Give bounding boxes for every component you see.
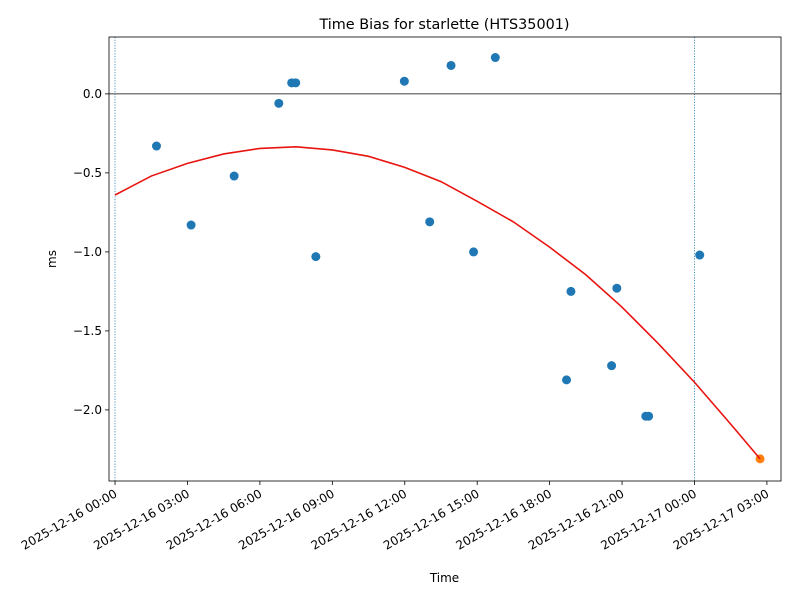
y-tick-label-4: −2.0 — [73, 403, 102, 417]
data-point-s0-11 — [490, 53, 500, 63]
data-point-s0-5 — [291, 78, 301, 88]
data-point-s0-0 — [151, 141, 161, 151]
data-point-s0-18 — [695, 250, 705, 260]
y-axis-label: ms — [45, 250, 59, 268]
fit-curve-line — [114, 146, 761, 460]
data-point-s0-15 — [612, 283, 622, 293]
plot-frame — [108, 36, 782, 482]
data-point-s0-8 — [425, 217, 435, 227]
y-tick-label-0: 0.0 — [83, 87, 102, 101]
data-point-s0-10 — [469, 247, 479, 257]
data-point-s0-17 — [644, 411, 654, 421]
data-point-s0-1 — [186, 220, 196, 230]
x-axis-label: Time — [429, 571, 459, 585]
chart-title: Time Bias for starlette (HTS35001) — [318, 17, 569, 33]
data-point-s0-3 — [274, 98, 284, 108]
data-point-s0-13 — [566, 286, 576, 296]
data-point-s0-9 — [446, 60, 456, 70]
data-point-s0-6 — [311, 252, 321, 262]
data-point-s0-12 — [562, 375, 572, 385]
data-point-s0-2 — [229, 171, 239, 181]
y-tick-label-3: −1.5 — [73, 324, 102, 338]
y-tick-label-2: −1.0 — [73, 245, 102, 259]
data-point-s0-7 — [399, 76, 409, 86]
y-tick-label-1: −0.5 — [73, 166, 102, 180]
data-point-s0-14 — [607, 361, 617, 371]
